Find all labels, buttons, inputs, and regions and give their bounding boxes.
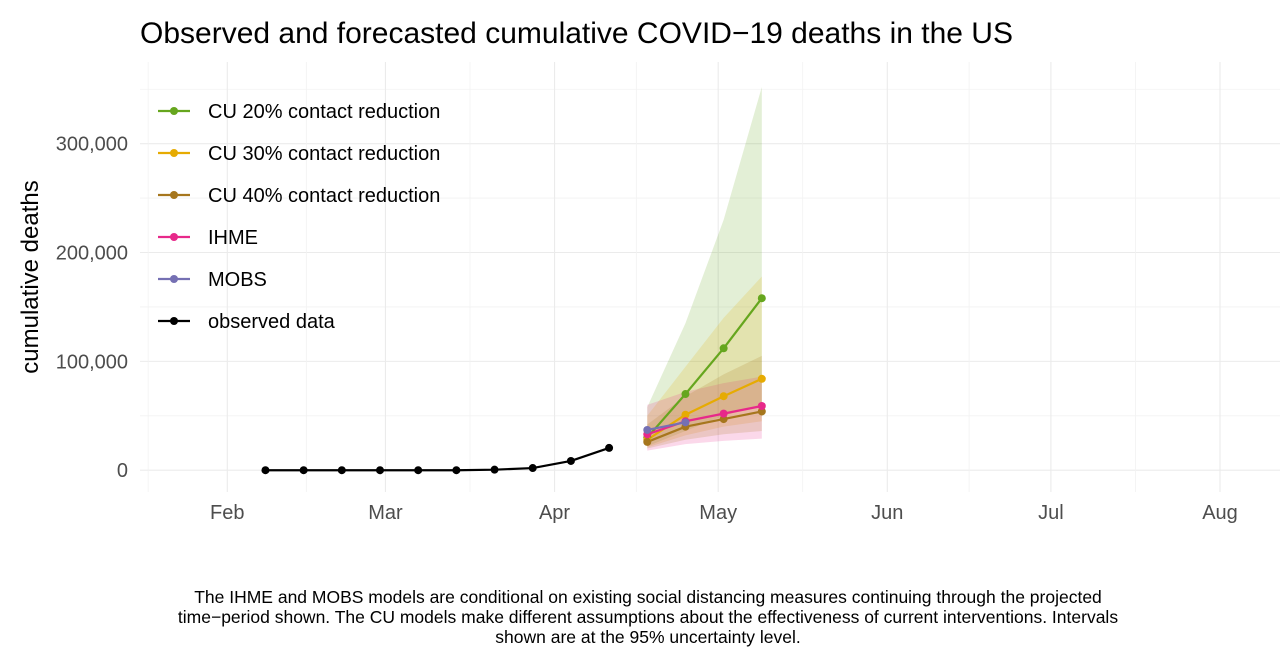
y-axis-ticks: 0 100,000 200,000 300,000 — [56, 134, 128, 483]
x-tick-label: Jul — [1038, 502, 1064, 524]
x-tick-label: Mar — [368, 502, 403, 524]
legend-point — [170, 191, 178, 199]
line-cu-20-contact-reduction — [646, 297, 763, 439]
series-points — [261, 294, 766, 475]
point-observed-data — [566, 456, 575, 465]
line-cu-40-contact-reduction — [646, 410, 763, 443]
point-observed-data — [337, 466, 346, 475]
ribbon-ihme — [647, 376, 762, 451]
point-observed-data — [376, 466, 384, 475]
caption-line-1: The IHME and MOBS models are conditional… — [194, 587, 1102, 607]
legend-item-mobs: MOBS — [158, 269, 267, 291]
x-tick-label: Aug — [1202, 502, 1238, 524]
point-observed-data — [452, 466, 461, 475]
legend-item-observed-data: observed data — [158, 311, 336, 333]
point-observed-data — [490, 465, 499, 474]
legend-label: MOBS — [208, 269, 267, 291]
point-observed-data — [528, 464, 537, 473]
y-axis-title: cumulative deaths — [17, 180, 44, 373]
legend-point — [170, 317, 178, 325]
x-tick-label: Feb — [210, 502, 244, 524]
point-ihme — [757, 402, 766, 410]
x-axis-ticks: Feb Mar Apr May Jun Jul Aug — [210, 502, 1238, 524]
uncertainty-ribbons — [647, 87, 762, 451]
y-tick-label: 300,000 — [56, 134, 128, 156]
y-tick-label: 0 — [117, 460, 128, 482]
legend-item-cu-30-contact-reduction: CU 30% contact reduction — [158, 143, 440, 165]
point-cu-30-contact-reduction — [757, 374, 766, 383]
caption-line-2: time−period shown. The CU models make di… — [177, 607, 1119, 627]
line-observed-data — [265, 446, 610, 472]
point-cu-30-contact-reduction — [719, 392, 728, 401]
point-observed-data — [605, 443, 614, 452]
y-tick-label: 100,000 — [56, 351, 128, 373]
x-tick-label: May — [699, 502, 737, 524]
point-mobs — [643, 425, 652, 434]
legend-item-ihme: IHME — [158, 227, 258, 249]
chart: 0 100,000 200,000 300,000 Feb Mar Apr May Jun Ju… — [17, 17, 1280, 524]
legend-label: CU 30% contact reduction — [208, 143, 440, 165]
ribbon-cu-20-contact-reduction — [647, 87, 762, 447]
x-tick-label: Apr — [539, 502, 570, 524]
legend-item-cu-40-contact-reduction: CU 40% contact reduction — [158, 185, 440, 207]
point-observed-data — [261, 466, 270, 475]
legend-label: observed data — [208, 311, 336, 333]
caption-line-3: shown are at the 95% uncertainty level. — [495, 627, 801, 647]
legend-point — [170, 275, 178, 283]
chart-title: Observed and forecasted cumulative COVID… — [140, 17, 1013, 50]
caption: The IHME and MOBS models are conditional… — [100, 587, 1196, 647]
point-cu-20-contact-reduction — [681, 390, 690, 399]
legend-item-cu-20-contact-reduction: CU 20% contact reduction — [158, 101, 440, 123]
point-cu-20-contact-reduction — [719, 344, 728, 353]
legend-point — [170, 107, 178, 115]
legend: CU 20% contact reduction CU 30% contact r… — [158, 101, 440, 333]
legend-point — [170, 149, 178, 157]
point-observed-data — [299, 466, 308, 475]
point-observed-data — [414, 466, 423, 475]
line-ihme — [646, 404, 763, 436]
point-cu-20-contact-reduction — [757, 294, 766, 303]
y-tick-label: 200,000 — [56, 243, 128, 265]
x-tick-label: Jun — [871, 502, 903, 524]
point-mobs — [681, 418, 690, 427]
legend-label: CU 40% contact reduction — [208, 185, 440, 207]
legend-label: IHME — [208, 227, 258, 249]
point-cu-30-contact-reduction — [681, 410, 690, 419]
point-cu-40-contact-reduction — [643, 437, 652, 446]
legend-point — [170, 233, 178, 241]
point-ihme — [719, 409, 728, 418]
legend-label: CU 20% contact reduction — [208, 101, 440, 123]
line-mobs — [647, 421, 686, 432]
series-lines — [265, 297, 763, 472]
